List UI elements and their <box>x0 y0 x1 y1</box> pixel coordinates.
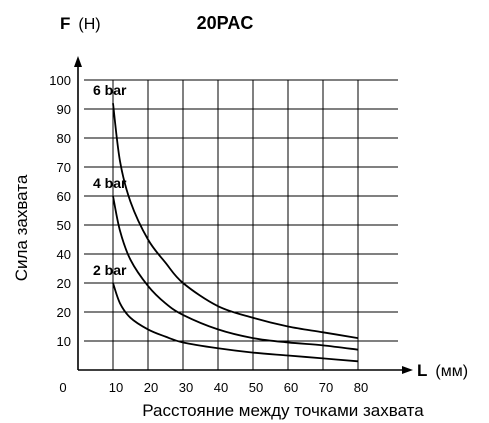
y-tick-label: 10 <box>57 334 71 349</box>
y-axis-arrow-icon <box>74 56 82 67</box>
x-tick-label: 20 <box>144 380 158 395</box>
series-label: 6 bar <box>93 82 127 98</box>
x-tick-label: 30 <box>179 380 193 395</box>
x-axis-heading: L (мм) <box>417 361 468 380</box>
y-tick-label: 80 <box>57 131 71 146</box>
series-line <box>112 103 359 339</box>
y-axis-unit: (Н) <box>78 16 100 33</box>
series-label: 4 bar <box>93 175 127 191</box>
y-tick-label: 40 <box>57 247 71 262</box>
y-tick-label: 20 <box>57 276 71 291</box>
x-tick-label: 50 <box>249 380 263 395</box>
y-axis-symbol: F <box>60 14 70 33</box>
y-axis-label: Сила захвата <box>12 174 31 281</box>
x-tick-label: 60 <box>284 380 298 395</box>
x-tick-label: 10 <box>109 380 123 395</box>
series-label: 2 bar <box>93 262 127 278</box>
grid <box>84 79 398 370</box>
y-tick-label: 70 <box>57 160 71 175</box>
x-tick-label: 40 <box>214 380 228 395</box>
y-axis-heading: F (Н) <box>60 14 101 33</box>
y-tick-label: 50 <box>57 218 71 233</box>
series-line <box>112 282 359 363</box>
x-axis-label: Расстояние между точками захвата <box>142 401 424 420</box>
x-axis-symbol: L <box>417 361 427 380</box>
chart-title: 20PAC <box>197 13 254 33</box>
origin-label: 0 <box>59 380 66 395</box>
x-tick-labels: 10 20 30 40 50 60 70 80 <box>109 380 368 395</box>
x-tick-label: 70 <box>319 380 333 395</box>
series-line <box>112 195 359 351</box>
y-tick-labels: 10 20 20 40 50 60 70 80 90 100 <box>49 73 71 349</box>
x-axis-arrow-icon <box>402 366 413 374</box>
x-tick-label: 80 <box>354 380 368 395</box>
y-tick-label: 90 <box>57 102 71 117</box>
x-axis-unit: (мм) <box>435 363 468 380</box>
y-tick-label: 60 <box>57 189 71 204</box>
y-tick-label: 100 <box>49 73 71 88</box>
axes <box>74 56 413 374</box>
y-tick-label: 20 <box>57 305 71 320</box>
series-curves <box>112 103 359 363</box>
series-labels: 6 bar 4 bar 2 bar <box>93 82 127 278</box>
